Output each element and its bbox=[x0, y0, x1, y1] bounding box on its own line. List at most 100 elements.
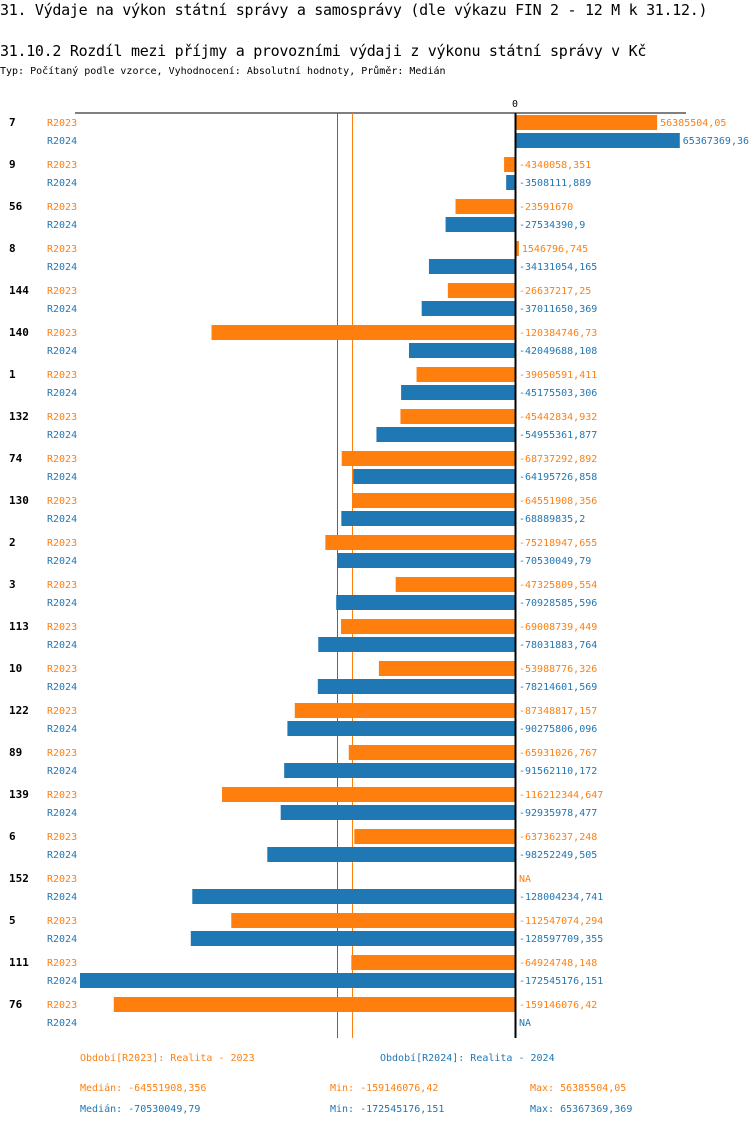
stat-min-r2024: Min: -172545176,151 bbox=[330, 1104, 445, 1115]
bar-r2023 bbox=[222, 787, 515, 802]
zero-tick-label: 0 bbox=[512, 99, 518, 110]
value-label: -91562110,172 bbox=[519, 766, 597, 777]
series-label-r2024: R2024 bbox=[47, 934, 77, 945]
series-label-r2023: R2023 bbox=[47, 748, 77, 759]
bar-r2024 bbox=[428, 259, 515, 274]
bar-r2023 bbox=[325, 535, 515, 550]
category-label: 7 bbox=[9, 116, 16, 129]
series-label-r2024: R2024 bbox=[47, 850, 77, 861]
bar-r2023 bbox=[515, 115, 658, 130]
value-label: -120384746,73 bbox=[519, 328, 597, 339]
bar-r2024 bbox=[445, 217, 515, 232]
category-label: 89 bbox=[9, 746, 22, 759]
series-label-r2024: R2024 bbox=[47, 598, 77, 609]
value-label: -47325809,554 bbox=[519, 580, 597, 591]
bar-r2024 bbox=[287, 721, 515, 736]
series-label-r2023: R2023 bbox=[47, 622, 77, 633]
value-label: -34131054,165 bbox=[519, 262, 597, 273]
value-label: -128597709,355 bbox=[519, 934, 603, 945]
value-label: -54955361,877 bbox=[519, 430, 597, 441]
bar-r2024 bbox=[192, 889, 515, 904]
value-label: -78031883,764 bbox=[519, 640, 597, 651]
bar-r2024 bbox=[376, 427, 515, 442]
value-label: -39050591,411 bbox=[519, 370, 597, 381]
page-title: 31. Výdaje na výkon státní správy a samo… bbox=[0, 1, 708, 19]
bar-r2024 bbox=[190, 931, 515, 946]
value-label: -68889835,2 bbox=[519, 514, 585, 525]
bar-r2023 bbox=[395, 577, 515, 592]
value-label: -4340058,351 bbox=[519, 160, 591, 171]
series-label-r2024: R2024 bbox=[47, 220, 77, 231]
value-label: -42049688,108 bbox=[519, 346, 597, 357]
category-label: 5 bbox=[9, 914, 16, 927]
value-label: NA bbox=[519, 874, 531, 885]
bar-r2024 bbox=[337, 553, 515, 568]
series-label-r2024: R2024 bbox=[47, 724, 77, 735]
value-label: -68737292,892 bbox=[519, 454, 597, 465]
series-label-r2023: R2023 bbox=[47, 160, 77, 171]
series-label-r2023: R2023 bbox=[47, 1000, 77, 1011]
series-label-r2023: R2023 bbox=[47, 496, 77, 507]
bar-r2024 bbox=[267, 847, 515, 862]
bar-r2024 bbox=[280, 805, 515, 820]
category-label: 140 bbox=[9, 326, 29, 339]
value-label: -116212344,647 bbox=[519, 790, 603, 801]
series-label-r2023: R2023 bbox=[47, 538, 77, 549]
bar-r2023 bbox=[504, 157, 515, 172]
series-label-r2023: R2023 bbox=[47, 328, 77, 339]
bar-r2023 bbox=[400, 409, 515, 424]
value-label: -70928585,596 bbox=[519, 598, 597, 609]
series-label-r2024: R2024 bbox=[47, 892, 77, 903]
category-label: 3 bbox=[9, 578, 16, 591]
bar-r2024 bbox=[408, 343, 515, 358]
bar-r2023 bbox=[113, 997, 516, 1012]
bar-r2023 bbox=[352, 493, 515, 508]
value-label: -75218947,655 bbox=[519, 538, 597, 549]
value-label: -63736237,248 bbox=[519, 832, 597, 843]
bar-r2023 bbox=[515, 241, 519, 256]
bar-r2023 bbox=[341, 451, 515, 466]
series-label-r2023: R2023 bbox=[47, 580, 77, 591]
series-label-r2024: R2024 bbox=[47, 976, 77, 987]
value-label: -98252249,505 bbox=[519, 850, 597, 861]
category-label: 9 bbox=[9, 158, 16, 171]
category-label: 130 bbox=[9, 494, 29, 507]
category-label: 56 bbox=[9, 200, 23, 213]
bar-r2024 bbox=[284, 763, 515, 778]
value-label: -27534390,9 bbox=[519, 220, 585, 231]
value-label: -64551908,356 bbox=[519, 496, 597, 507]
series-label-r2024: R2024 bbox=[47, 178, 77, 189]
series-label-r2024: R2024 bbox=[47, 1018, 77, 1029]
bar-r2023 bbox=[341, 619, 515, 634]
value-label: -90275806,096 bbox=[519, 724, 597, 735]
value-label: NA bbox=[519, 1018, 531, 1029]
stat-min-r2023: Min: -159146076,42 bbox=[330, 1083, 439, 1094]
value-label: -78214601,569 bbox=[519, 682, 597, 693]
series-label-r2024: R2024 bbox=[47, 514, 77, 525]
category-label: 10 bbox=[9, 662, 22, 675]
category-label: 132 bbox=[9, 410, 29, 423]
value-label: -172545176,151 bbox=[519, 976, 603, 987]
bar-r2023 bbox=[455, 199, 515, 214]
bar-r2024 bbox=[353, 469, 515, 484]
value-label: -45175503,306 bbox=[519, 388, 597, 399]
bar-r2023 bbox=[351, 955, 515, 970]
category-label: 1 bbox=[9, 368, 16, 381]
series-label-r2024: R2024 bbox=[47, 766, 77, 777]
stat-max-r2024: Max: 65367369,369 bbox=[530, 1104, 633, 1115]
value-label: -112547074,294 bbox=[519, 916, 603, 927]
chart-type-description: Typ: Počítaný podle vzorce, Vyhodnocení:… bbox=[0, 66, 446, 77]
series-label-r2023: R2023 bbox=[47, 286, 77, 297]
value-label: -70530049,79 bbox=[519, 556, 591, 567]
bar-r2024 bbox=[506, 175, 515, 190]
bar-r2024 bbox=[515, 133, 680, 148]
series-label-r2024: R2024 bbox=[47, 388, 77, 399]
category-label: 8 bbox=[9, 242, 16, 255]
series-label-r2023: R2023 bbox=[47, 916, 77, 927]
series-label-r2023: R2023 bbox=[47, 790, 77, 801]
category-label: 74 bbox=[9, 452, 23, 465]
series-label-r2024: R2024 bbox=[47, 472, 77, 483]
value-label: -45442834,932 bbox=[519, 412, 597, 423]
value-label: 65367369,36 bbox=[683, 136, 749, 147]
value-label: -64924748,148 bbox=[519, 958, 597, 969]
